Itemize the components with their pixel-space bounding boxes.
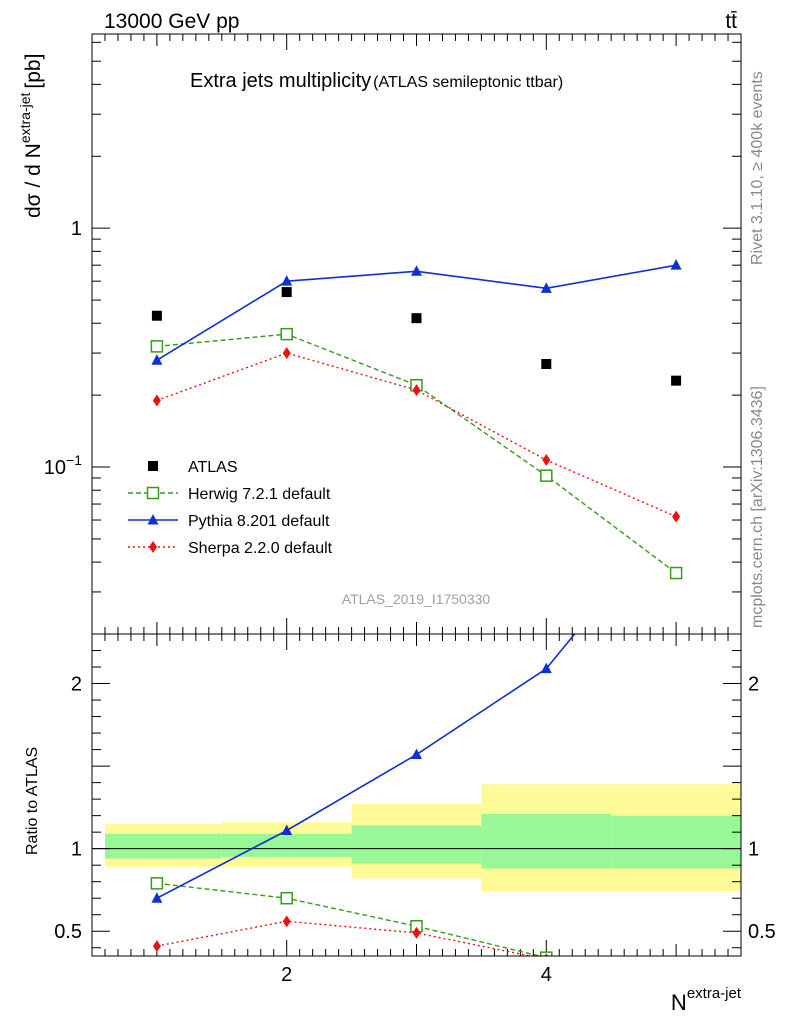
y-tick-label: 1 [71, 839, 82, 861]
legend-label-herwig: Herwig 7.2.1 default [188, 486, 331, 503]
atlas-marker [148, 461, 158, 471]
x-tick-label: 4 [541, 964, 552, 986]
sherpa-marker [672, 510, 681, 523]
analysis-id: ATLAS_2019_I1750330 [342, 591, 491, 607]
ratio-panel: 2 4 0.5 0.5 1 1 2 2 Ratio to ATLAS Nextra-jet [24, 633, 776, 1015]
y-tick-label: 2 [748, 674, 759, 696]
pythia-line [156, 264, 677, 361]
plot-title: Extra jets multiplicity (ATLAS semilepton… [190, 70, 563, 92]
herwig-marker [669, 566, 683, 580]
pythia-marker [540, 282, 552, 293]
sherpa-marker [282, 915, 291, 928]
band-inner [104, 833, 222, 859]
ratio-frame [91, 633, 742, 957]
sherpa-marker [672, 963, 680, 975]
band-inner [481, 813, 612, 869]
sherpa-marker [412, 926, 421, 939]
ratio-axis-ticks: 2 4 0.5 0.5 1 1 2 2 [54, 633, 776, 986]
main-data-layer [150, 259, 683, 580]
mcplots-info: mcplots.cern.ch [arXiv:1306.3436] [749, 386, 766, 628]
atlas-marker [281, 287, 292, 298]
atlas-marker [541, 359, 552, 370]
pythia-marker [670, 259, 682, 270]
sherpa-marker [149, 541, 157, 553]
legend: ATLAS Herwig 7.2.1 default Pythia 8.201 de… [128, 459, 333, 557]
pythia-marker [411, 265, 422, 276]
y-tick-label: 1 [71, 218, 82, 240]
main-axis-ticks: 1 10−1 [44, 34, 742, 635]
sherpa-marker [542, 454, 551, 467]
herwig-marker [280, 891, 293, 905]
process-label: tt̄ [725, 10, 737, 33]
pythia-marker [281, 275, 293, 286]
atlas-marker [411, 313, 422, 324]
ratio-data-layer [150, 634, 680, 975]
legend-label-sherpa: Sherpa 2.2.0 default [188, 540, 333, 557]
atlas-marker [671, 375, 682, 386]
herwig-marker [280, 327, 293, 341]
main-panel: 1 10−1 Extra jets multiplicity (ATLAS semi… [17, 33, 742, 635]
band-inner [611, 815, 741, 869]
y-tick-label: 1 [748, 839, 759, 861]
pythia-marker [151, 354, 163, 365]
pythia-marker [540, 662, 552, 674]
y-tick-label: 0.5 [54, 921, 82, 943]
y-tick-label: 10−1 [44, 452, 82, 479]
legend-label-atlas: ATLAS [188, 459, 238, 476]
pythia-marker [147, 514, 159, 525]
y-tick-label: 2 [71, 674, 82, 696]
ratio-y-axis-label: Ratio to ATLAS [24, 747, 41, 855]
ratio-uncertainty-bands [104, 784, 741, 892]
rivet-info: Rivet 3.1.10, ≥ 400k events [749, 71, 766, 265]
sherpa-marker [282, 347, 291, 360]
legend-label-pythia: Pythia 8.201 default [188, 513, 330, 530]
x-tick-label: 2 [281, 964, 292, 986]
energy-label: 13000 GeV pp [104, 10, 239, 33]
herwig-marker [150, 340, 164, 353]
sherpa-marker [152, 940, 161, 953]
herwig-marker [150, 877, 164, 890]
sherpa-marker [412, 384, 421, 397]
pythia-marker [281, 824, 293, 836]
herwig-marker [146, 486, 160, 500]
x-axis-label: Nextra-jet [671, 985, 742, 1015]
atlas-marker [151, 310, 162, 321]
main-y-axis-label: dσ / d Nextra-jet[pb] [17, 54, 45, 218]
pythia-marker [151, 892, 163, 903]
y-tick-label: 0.5 [748, 921, 776, 943]
herwig-marker [540, 469, 553, 482]
sherpa-marker [544, 953, 549, 956]
band-inner [221, 833, 352, 857]
herwig-line [156, 333, 677, 574]
pythia-marker [411, 748, 422, 760]
sherpa-marker [152, 394, 161, 407]
band-inner [351, 825, 482, 864]
